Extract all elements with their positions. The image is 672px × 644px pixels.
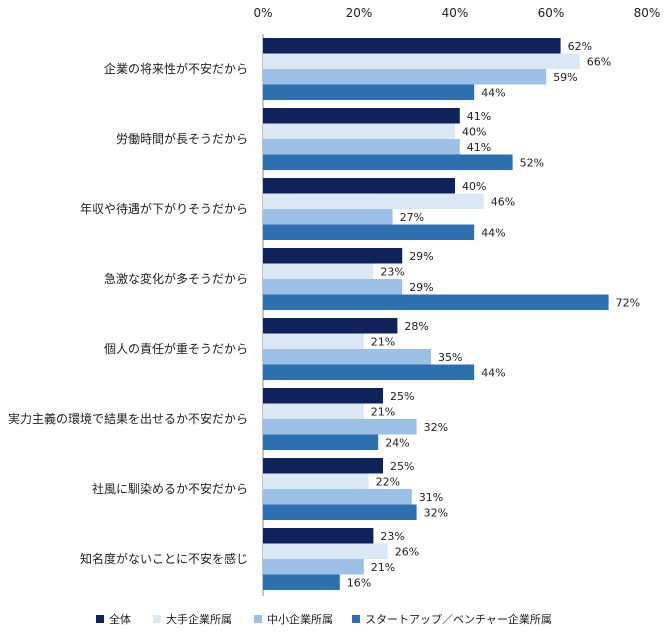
data-label: 41% (467, 110, 491, 123)
category-label: 企業の将来性が不安だから (104, 61, 248, 76)
data-label: 35% (438, 351, 462, 364)
category-label: 労働時間が長そうだから (116, 131, 248, 146)
bar (263, 108, 460, 124)
legend-swatch (254, 615, 262, 623)
data-label: 31% (419, 491, 443, 504)
bar (263, 349, 431, 365)
data-label: 24% (385, 436, 409, 449)
category-labels: 企業の将来性が不安だから労働時間が長そうだから年収や待遇が下がりそうだから急激な… (8, 61, 248, 566)
data-label: 21% (371, 561, 395, 574)
bar (263, 388, 383, 404)
data-label: 62% (568, 40, 592, 53)
bar (263, 248, 403, 264)
bar (263, 209, 393, 225)
bar (263, 318, 398, 334)
data-label: 32% (424, 506, 448, 519)
bar (263, 53, 580, 69)
legend-swatch (153, 615, 161, 623)
bar (263, 263, 374, 279)
bar (263, 528, 374, 544)
category-label: 実力主義の環境で結果を出せるか不安だから (8, 411, 248, 426)
data-label: 44% (481, 366, 505, 379)
x-tick-label: 0% (253, 6, 272, 20)
data-label: 41% (467, 141, 491, 154)
bar (263, 178, 455, 194)
legend-label: 大手企業所属 (166, 612, 232, 626)
data-label: 21% (371, 405, 395, 418)
x-tick-label: 40% (442, 6, 469, 20)
data-label: 52% (520, 156, 544, 169)
legend-swatch (96, 615, 104, 623)
bar (263, 403, 364, 419)
data-label: 66% (587, 55, 611, 68)
legend-label: 中小企業所属 (267, 612, 333, 626)
data-label: 29% (409, 281, 433, 294)
bar (263, 154, 513, 170)
data-label: 23% (380, 530, 404, 543)
category-label: 年収や待遇が下がりそうだから (80, 201, 248, 216)
bar (263, 434, 379, 450)
legend: 全体 大手企業所属 中小企業所属 スタートアップ／ベンチャー企業所属 (96, 612, 552, 626)
bar (263, 489, 412, 505)
data-label: 25% (390, 390, 414, 403)
data-label: 32% (424, 421, 448, 434)
bar (263, 419, 417, 435)
category-label: 社風に馴染めるか不安だから (92, 481, 248, 496)
x-tick-label: 20% (346, 6, 373, 20)
category-label: 知名度がないことに不安を感じ (80, 551, 248, 566)
bar (263, 123, 455, 139)
data-label: 21% (371, 335, 395, 348)
data-label: 16% (347, 576, 371, 589)
bar (263, 193, 484, 209)
x-tick-label: 60% (538, 6, 565, 20)
bars (263, 38, 609, 590)
bar (263, 69, 547, 85)
data-label: 40% (462, 125, 486, 138)
legend-label: 全体 (109, 612, 131, 626)
category-label: 個人の責任が重そうだから (104, 341, 248, 356)
bar (263, 224, 475, 240)
data-label: 27% (400, 211, 424, 224)
bar (263, 504, 417, 520)
category-label: 急激な変化が多そうだから (104, 271, 248, 286)
data-label: 26% (395, 545, 419, 558)
data-label: 28% (404, 320, 428, 333)
legend-label: スタートアップ／ベンチャー企業所属 (365, 612, 552, 626)
bar (263, 84, 475, 100)
bar (263, 574, 340, 590)
data-label: 44% (481, 226, 505, 239)
bar (263, 458, 383, 474)
bar (263, 139, 460, 155)
data-labels: 62% 66% 59% 44% 41% 40% 41% 52% 40% 46% 27% 44% 29% 2… (347, 40, 640, 590)
x-axis-ticks: 0% 20% 40% 60% 80% (253, 6, 660, 20)
data-label: 23% (380, 265, 404, 278)
data-label: 40% (462, 180, 486, 193)
data-label: 29% (409, 250, 433, 263)
data-label: 44% (481, 86, 505, 99)
bar (263, 473, 369, 489)
bar (263, 38, 561, 54)
bar (263, 294, 609, 310)
data-label: 25% (390, 460, 414, 473)
data-label: 46% (491, 195, 515, 208)
bar (263, 279, 403, 295)
data-label: 72% (616, 296, 640, 309)
x-tick-label: 80% (634, 6, 661, 20)
data-label: 59% (553, 71, 577, 84)
bar (263, 333, 364, 349)
bar (263, 364, 475, 380)
bar (263, 559, 364, 575)
data-label: 22% (376, 475, 400, 488)
bar (263, 543, 388, 559)
legend-swatch (352, 615, 360, 623)
